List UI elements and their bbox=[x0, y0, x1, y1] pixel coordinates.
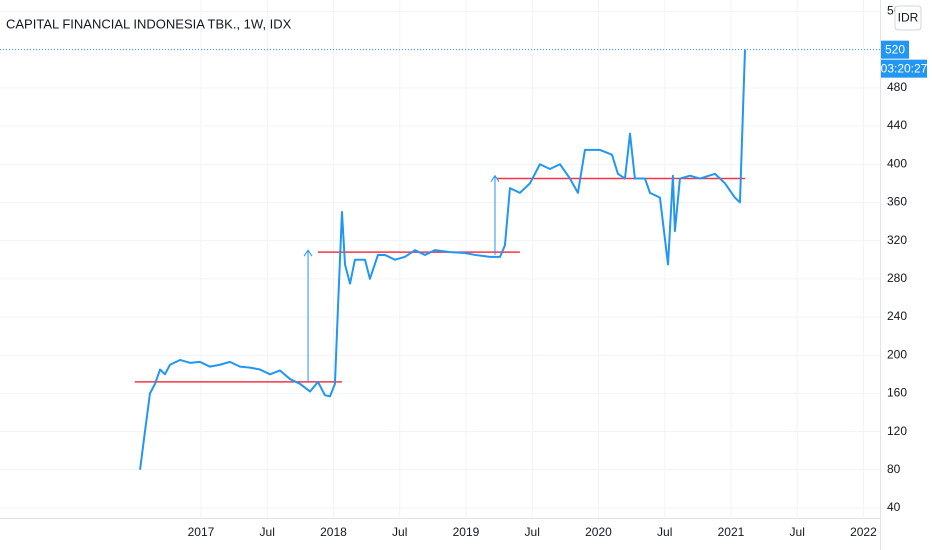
countdown-label: 03:20:27 bbox=[881, 61, 928, 75]
arrow-head bbox=[303, 249, 313, 257]
x-tick-label: Jul bbox=[657, 525, 672, 539]
currency-box[interactable] bbox=[894, 5, 922, 31]
x-tick-label: Jul bbox=[260, 525, 275, 539]
y-tick-label: 160 bbox=[887, 386, 907, 400]
x-tick-label: 2020 bbox=[585, 525, 612, 539]
y-tick-label: 200 bbox=[887, 347, 907, 361]
x-tick-label: 2022 bbox=[850, 525, 877, 539]
y-tick-label: 480 bbox=[887, 80, 907, 94]
last-price-box bbox=[881, 40, 909, 59]
x-tick-label: 2021 bbox=[718, 525, 745, 539]
chart-title: CAPITAL FINANCIAL INDONESIA TBK., 1W, ID… bbox=[6, 16, 292, 31]
price-line bbox=[139, 49, 746, 470]
countdown-box bbox=[881, 59, 927, 78]
x-tick-label: 2019 bbox=[453, 525, 480, 539]
arrow-head bbox=[490, 174, 500, 182]
last-price-label: 520 bbox=[885, 42, 905, 56]
y-tick-label: 360 bbox=[887, 195, 907, 209]
y-tick-label: 40 bbox=[887, 500, 901, 514]
x-tick-label: 2017 bbox=[188, 525, 215, 539]
x-tick-label: Jul bbox=[392, 525, 407, 539]
x-tick-label: 2018 bbox=[320, 525, 347, 539]
y-tick-label: 240 bbox=[887, 309, 907, 323]
y-tick-label: 80 bbox=[887, 462, 901, 476]
y-tick-label: 320 bbox=[887, 233, 907, 247]
y-tick-label: 120 bbox=[887, 424, 907, 438]
y-tick-label: 440 bbox=[887, 118, 907, 132]
x-tick-label: Jul bbox=[525, 525, 540, 539]
x-tick-label: Jul bbox=[790, 525, 805, 539]
y-tick-label: 400 bbox=[887, 156, 907, 170]
y-tick-label: 280 bbox=[887, 271, 907, 285]
currency-label[interactable]: IDR bbox=[898, 11, 919, 25]
